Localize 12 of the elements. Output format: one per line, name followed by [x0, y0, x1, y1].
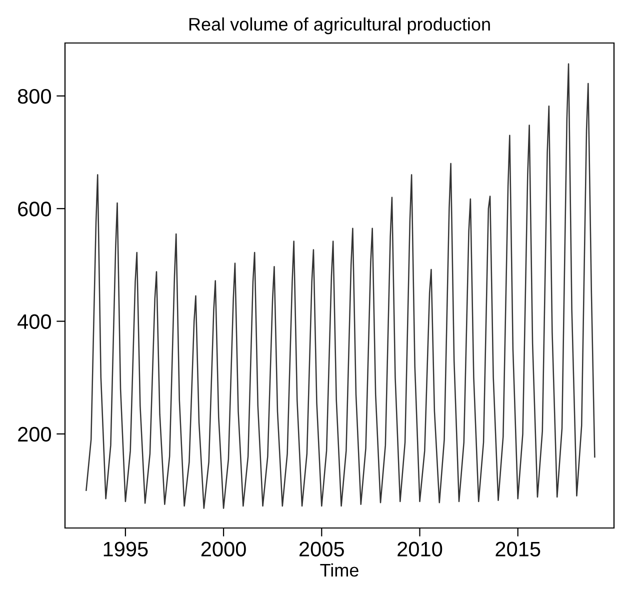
y-tick-label: 600: [18, 202, 51, 216]
x-tick-label: 2005: [300, 542, 344, 556]
x-tick-label: 1995: [104, 542, 148, 556]
x-tick-label: 2000: [201, 542, 246, 556]
line-series: [86, 63, 596, 509]
x-tick-label: 2010: [398, 542, 442, 556]
y-tick-label: 400: [18, 314, 51, 330]
x-tick-label: 2015: [496, 542, 540, 556]
x-axis-title: Time: [320, 563, 358, 577]
y-tick-label: 200: [18, 426, 51, 442]
y-tick-label: 800: [18, 88, 51, 104]
chart-title: Real volume of agricultural production: [189, 17, 490, 34]
